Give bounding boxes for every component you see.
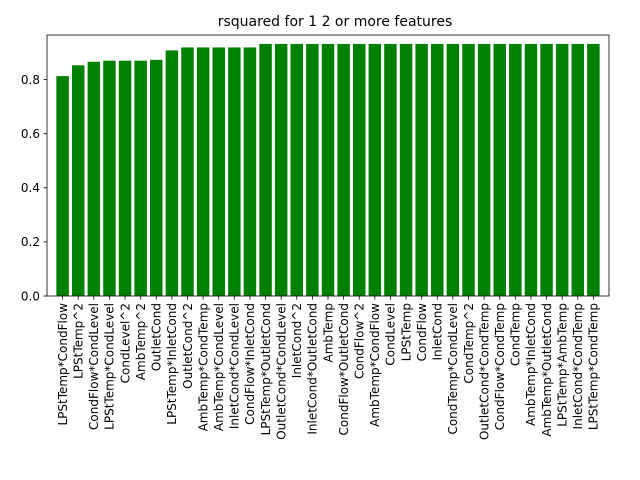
- bar: [587, 43, 600, 297]
- bar: [462, 43, 475, 297]
- x-tick-label: CondFlow*CondLevel: [87, 303, 101, 430]
- x-tick-label: LPStTemp^2: [72, 303, 86, 379]
- x-tick-label: CondFlow: [415, 303, 429, 362]
- x-tick-label: LPStTemp*AmbTemp: [555, 303, 569, 427]
- x-tick-label: OutletCond*CondLevel: [274, 303, 288, 440]
- x-tick-label: LPStTemp*CondFlow: [56, 303, 70, 426]
- x-tick-label: CondTemp^2: [462, 303, 476, 384]
- bar: [274, 43, 288, 297]
- bar: [87, 61, 101, 296]
- bar: [368, 43, 382, 297]
- bar: [290, 43, 304, 297]
- x-tick-label: AmbTemp*CondFlow: [368, 303, 382, 427]
- x-tick-label: LPStTemp*InletCond: [165, 303, 179, 425]
- bar: [134, 60, 147, 296]
- x-tick-label: AmbTemp^2: [134, 303, 148, 380]
- x-tick-label: InletCond*OutletCond: [306, 303, 320, 435]
- y-tick-label: 0.4: [21, 181, 40, 195]
- x-tick-label: CondFlow*OutletCond: [337, 303, 351, 435]
- bar: [181, 47, 194, 296]
- bar: [165, 50, 179, 296]
- bar: [399, 43, 413, 297]
- y-tick-label: 0.8: [21, 73, 40, 87]
- bar: [352, 43, 366, 297]
- x-tick-label: CondTemp*CondLevel: [446, 303, 460, 435]
- bar: [71, 65, 85, 296]
- x-tick-label: AmbTemp: [321, 303, 335, 363]
- x-tick-label: AmbTemp*OutletCond: [540, 303, 554, 437]
- bars-group: [56, 43, 600, 297]
- bar: [431, 43, 444, 297]
- x-tick-label: LPStTemp*OutletCond: [259, 303, 273, 435]
- x-tick-label: AmbTemp*CondLevel: [212, 303, 226, 431]
- x-tick-label: OutletCond: [150, 303, 164, 371]
- x-tick-label: AmbTemp*InletCond: [524, 303, 538, 426]
- bar: [259, 43, 272, 297]
- bar: [212, 47, 225, 296]
- bar: [415, 43, 428, 297]
- bar: [196, 47, 210, 296]
- bar: [321, 43, 335, 297]
- chart-title: rsquared for 1 2 or more features: [218, 14, 453, 30]
- bar: [306, 43, 319, 297]
- x-tick-label: InletCond: [431, 303, 445, 361]
- bar: [493, 43, 506, 297]
- x-tick-label: CondFlow*CondTemp: [493, 303, 507, 430]
- bar: [477, 43, 491, 297]
- x-tick-label: LPStTemp: [399, 303, 413, 361]
- bar: [103, 60, 116, 296]
- bar: [571, 43, 585, 297]
- x-tick-label: AmbTemp*CondTemp: [196, 303, 210, 431]
- x-axis-ticks: LPStTemp*CondFlow LPStTemp^2 CondFlow*Cond…: [56, 296, 601, 440]
- x-tick-label: CondTemp: [509, 303, 523, 366]
- x-tick-label: InletCond^2: [290, 303, 304, 378]
- x-tick-label: OutletCond*CondTemp: [477, 303, 491, 440]
- x-tick-label: CondFlow*InletCond: [243, 303, 257, 425]
- bar: [56, 76, 69, 296]
- bar: [524, 43, 538, 297]
- x-tick-label: LPStTemp*CondLevel: [103, 303, 117, 430]
- x-tick-label: LPStTemp*CondTemp: [587, 303, 601, 430]
- bar: [446, 43, 460, 297]
- x-tick-label: OutletCond^2: [181, 303, 195, 389]
- y-tick-label: 0.6: [21, 127, 40, 141]
- x-tick-label: CondLevel^2: [118, 303, 132, 383]
- bar: [555, 43, 569, 297]
- x-tick-label: CondLevel: [384, 303, 398, 366]
- y-tick-label: 0.0: [21, 289, 40, 303]
- x-tick-label: InletCond*CondTemp: [571, 303, 585, 429]
- bar: [384, 43, 397, 297]
- bar: [243, 47, 257, 296]
- bar: [118, 60, 132, 296]
- bar: [509, 43, 522, 297]
- bar: [540, 43, 553, 297]
- x-tick-label: CondFlow^2: [353, 303, 367, 379]
- bar: [228, 47, 241, 296]
- bar: [150, 59, 163, 296]
- x-tick-label: InletCond*CondLevel: [228, 303, 242, 429]
- y-tick-label: 0.2: [21, 235, 40, 249]
- y-axis-ticks: 0.0 0.2 0.4 0.6 0.8: [21, 73, 47, 303]
- bar: [337, 43, 350, 297]
